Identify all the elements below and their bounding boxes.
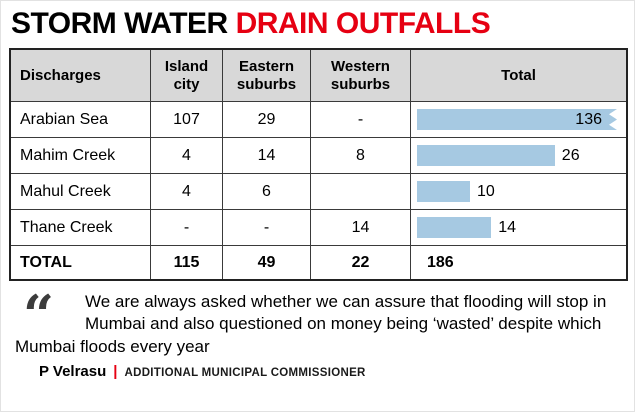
western-suburbs-value: - [311, 102, 411, 138]
page-title: STORM WATER DRAIN OUTFALLS [11, 7, 626, 41]
total-bar-cell: 14 [411, 210, 626, 246]
total-bar-value: 14 [498, 218, 516, 236]
attribution-divider: | [113, 363, 118, 381]
table-row: Mahim Creek 4 14 8 26 [11, 138, 626, 174]
eastern-suburbs-value: 14 [223, 138, 311, 174]
island-city-value: 4 [151, 174, 223, 210]
total-bar-cell: 136 [411, 102, 626, 138]
header-discharges: Discharges [11, 50, 151, 102]
eastern-suburbs-value: 6 [223, 174, 311, 210]
quote-icon: “ [23, 283, 55, 347]
island-city-value: - [151, 210, 223, 246]
title-red: DRAIN OUTFALLS [235, 7, 491, 40]
title-black: STORM WATER [11, 7, 236, 40]
total-bar-cell: 10 [411, 174, 626, 210]
header-total: Total [411, 50, 626, 102]
total-bar [417, 181, 470, 202]
total-row-label: TOTAL [11, 246, 151, 279]
quote-attribution: P Velrasu | ADDITIONAL MUNICIPAL COMMISS… [39, 363, 616, 380]
total-bar [417, 145, 555, 166]
western-suburbs-value [311, 174, 411, 210]
eastern-suburbs-value: - [223, 210, 311, 246]
quote-block: “ We are always asked whether we can ass… [15, 283, 616, 380]
quote-body: “ We are always asked whether we can ass… [15, 283, 615, 358]
total-bar-value: 10 [477, 182, 495, 200]
row-label: Arabian Sea [11, 102, 151, 138]
table-total-row: TOTAL 115 49 22 186 [11, 246, 626, 279]
total-eastern-suburbs: 49 [223, 246, 311, 279]
infographic: STORM WATER DRAIN OUTFALLS Discharges Is… [1, 1, 634, 380]
grand-total-value: 186 [427, 253, 454, 271]
total-island-city: 115 [151, 246, 223, 279]
row-label: Mahim Creek [11, 138, 151, 174]
western-suburbs-value: 8 [311, 138, 411, 174]
quote-author: P Velrasu [39, 363, 107, 381]
island-city-value: 4 [151, 138, 223, 174]
outfalls-table: Discharges Island city Eastern suburbs W… [9, 48, 628, 281]
table-row: Mahul Creek 4 6 10 [11, 174, 626, 210]
table-header-row: Discharges Island city Eastern suburbs W… [11, 50, 626, 102]
eastern-suburbs-value: 29 [223, 102, 311, 138]
western-suburbs-value: 14 [311, 210, 411, 246]
table-row: Arabian Sea 107 29 - 136 [11, 102, 626, 138]
header-western-suburbs: Western suburbs [311, 50, 411, 102]
quote-text: We are always asked whether we can assur… [15, 292, 607, 356]
total-bar [417, 217, 492, 238]
row-label: Thane Creek [11, 210, 151, 246]
total-bar-value: 26 [561, 146, 580, 164]
header-island-city: Island city [151, 50, 223, 102]
header-eastern-suburbs: Eastern suburbs [223, 50, 311, 102]
total-western-suburbs: 22 [311, 246, 411, 279]
row-label: Mahul Creek [11, 174, 151, 210]
quote-author-role: ADDITIONAL MUNICIPAL COMMISSIONER [124, 367, 366, 380]
total-bar-value: 136 [575, 110, 602, 128]
total-bar-cell: 26 [411, 138, 626, 174]
table-row: Thane Creek - - 14 14 [11, 210, 626, 246]
island-city-value: 107 [151, 102, 223, 138]
total-bar [417, 109, 617, 130]
